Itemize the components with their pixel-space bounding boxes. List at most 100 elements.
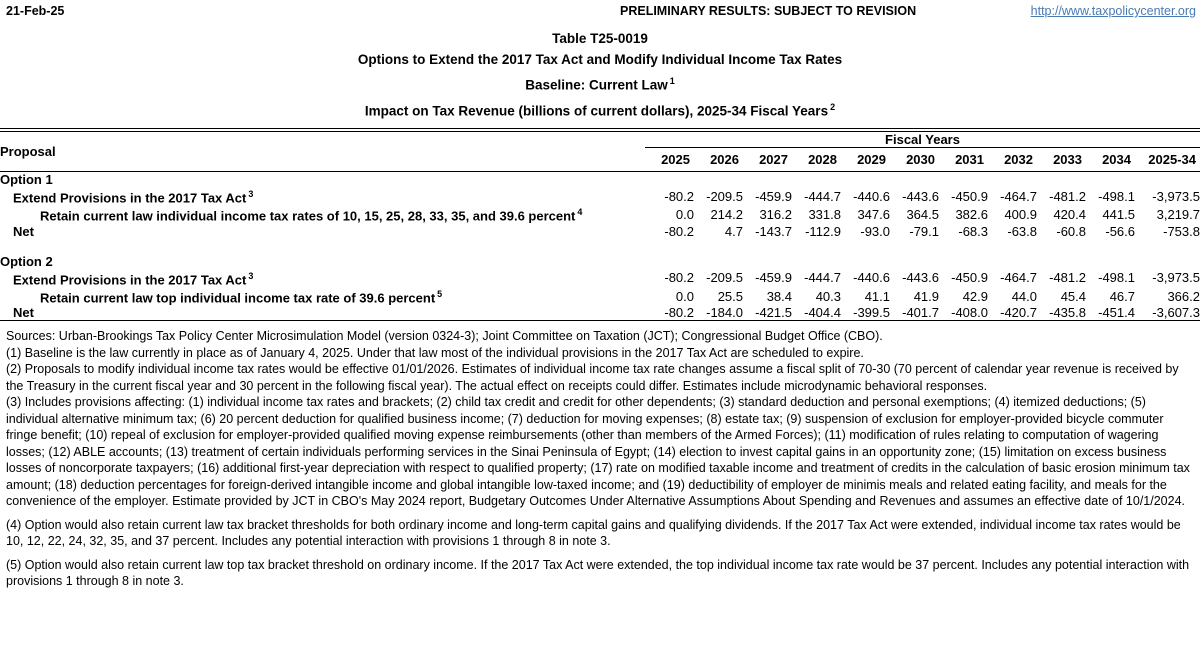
footnote: (2) Proposals to modify individual incom… — [6, 362, 1179, 393]
footnote-ref-2: 2 — [830, 101, 836, 112]
value-cell: -450.9 — [951, 188, 988, 204]
spacer-row — [0, 239, 1200, 254]
preliminary-status-label: PRELIMINARY RESULTS: SUBJECT TO REVISION — [620, 4, 917, 18]
value-cell: 45.4 — [1060, 288, 1086, 304]
year-column-header: 2029 — [841, 147, 890, 172]
proposal-row-label: Net — [13, 223, 34, 239]
footnote-ref-4: 4 — [577, 207, 583, 218]
value-cell: -420.7 — [1000, 305, 1037, 321]
value-cell: -435.8 — [1049, 305, 1086, 321]
year-column-header: 2028 — [792, 147, 841, 172]
value-cell: 3,219.7 — [1156, 206, 1200, 222]
table-row: Extend Provisions in the 2017 Tax Act 3 -8… — [0, 269, 1200, 287]
proposal-row-label: Retain current law individual income tax… — [40, 207, 583, 224]
tpc-link[interactable]: http://www.taxpolicycenter.org — [1030, 4, 1196, 18]
value-cell: -444.7 — [804, 270, 841, 286]
table-impact-title: Impact on Tax Revenue (billions of curre… — [364, 101, 836, 118]
section-title: Option 2 — [0, 253, 53, 269]
value-cell: -498.1 — [1098, 188, 1135, 204]
value-cell: -3,973.5 — [1152, 188, 1200, 204]
footnote-ref-1: 1 — [669, 76, 675, 86]
value-cell: -3,973.5 — [1152, 270, 1200, 286]
footnote: (3) Includes provisions affecting: (1) i… — [6, 395, 1190, 509]
value-cell: -440.6 — [853, 270, 890, 286]
value-cell: -209.5 — [706, 188, 743, 204]
footnote: (4) Option would also retain current law… — [6, 517, 1181, 549]
value-cell: -143.7 — [755, 223, 792, 239]
value-cell: -450.9 — [951, 270, 988, 286]
value-cell: -481.2 — [1049, 188, 1086, 204]
value-cell: -451.4 — [1098, 305, 1135, 321]
value-cell: 40.3 — [815, 288, 841, 304]
value-cell: 44.0 — [1011, 288, 1037, 304]
value-cell: 46.7 — [1109, 288, 1135, 304]
value-cell: 316.2 — [759, 206, 792, 222]
table-main-title: Options to Extend the 2017 Tax Act and M… — [357, 52, 843, 67]
value-cell: 331.8 — [808, 206, 841, 222]
footnote: (1) Baseline is the law currently in pla… — [6, 345, 864, 360]
year-column-header: 2033 — [1037, 147, 1086, 172]
value-cell: -399.5 — [853, 305, 890, 321]
table-row: Net -80.2 4.7 -143.7 -112.9 -93.0 -79.1 -68.3 -6… — [0, 224, 1200, 239]
table-row: Retain current law top individual income… — [0, 287, 1200, 306]
value-cell: -753.8 — [1163, 223, 1200, 239]
value-cell: 347.6 — [857, 206, 890, 222]
value-cell: -404.4 — [804, 305, 841, 321]
value-cell: -60.8 — [1056, 223, 1086, 239]
value-cell: -80.2 — [664, 188, 694, 204]
page-header: 21-Feb-25 PRELIMINARY RESULTS: SUBJECT T… — [0, 0, 1200, 20]
group-header-row: Proposal Fiscal Years — [0, 130, 1200, 172]
value-cell: 42.9 — [962, 288, 988, 304]
year-column-header: 2027 — [743, 147, 792, 172]
value-cell: -80.2 — [664, 223, 694, 239]
value-cell: 366.2 — [1167, 288, 1200, 304]
value-cell: 41.9 — [913, 288, 939, 304]
proposal-row-label: Retain current law top individual income… — [40, 288, 443, 306]
value-cell: -401.7 — [902, 305, 939, 321]
value-cell: -440.6 — [853, 188, 890, 204]
value-cell: -444.7 — [804, 188, 841, 204]
year-column-header: 2034 — [1086, 147, 1135, 172]
value-cell: -209.5 — [706, 270, 743, 286]
value-cell: 420.4 — [1053, 206, 1086, 222]
revenue-impact-table: Proposal Fiscal Years 2025 2026 2027 2028 20… — [0, 128, 1200, 322]
table-baseline-title: Baseline: Current Law 1 — [525, 76, 675, 93]
value-cell: -443.6 — [902, 188, 939, 204]
value-cell: -184.0 — [706, 305, 743, 321]
year-header-row: 2025 2026 2027 2028 2029 2030 2031 2032 2033 2034… — [0, 147, 1200, 172]
table-row: Net -80.2 -184.0 -421.5 -404.4 -399.5 -401.7 -4… — [0, 305, 1200, 321]
footnote: (5) Option would also retain current law… — [6, 557, 1190, 589]
year-column-header: 2026 — [694, 147, 743, 172]
value-cell: -459.9 — [755, 188, 792, 204]
footnotes-section: Sources: Urban-Brookings Tax Policy Cent… — [0, 321, 1200, 590]
year-column-header: 2031 — [939, 147, 988, 172]
footnote: Sources: Urban-Brookings Tax Policy Cent… — [6, 329, 883, 344]
report-date: 21-Feb-25 — [6, 4, 65, 18]
year-column-header: 2025-34 — [1135, 147, 1200, 172]
proposal-column-header: Proposal — [0, 130, 645, 172]
section-title-row: Option 1 — [0, 172, 1200, 187]
table-number-title: Table T25-0019 — [552, 31, 648, 46]
value-cell: -464.7 — [1000, 188, 1037, 204]
value-cell: -68.3 — [958, 223, 988, 239]
table-row: Retain current law individual income tax… — [0, 205, 1200, 224]
value-cell: 41.1 — [864, 288, 890, 304]
value-cell: -56.6 — [1105, 223, 1135, 239]
value-cell: -93.0 — [860, 223, 890, 239]
proposal-row-label: Net — [13, 305, 34, 321]
value-cell: -79.1 — [909, 223, 939, 239]
value-cell: -459.9 — [755, 270, 792, 286]
value-cell: -112.9 — [805, 223, 841, 239]
value-cell: 0.0 — [675, 288, 694, 304]
year-column-header: 2025 — [645, 147, 694, 172]
title-block: Table T25-0019 Options to Extend the 201… — [0, 32, 1200, 118]
value-cell: 38.4 — [766, 288, 792, 304]
value-cell: -80.2 — [664, 270, 694, 286]
value-cell: -408.0 — [951, 305, 988, 321]
value-cell: 214.2 — [710, 206, 743, 222]
value-cell: -3,607.3 — [1152, 305, 1200, 321]
value-cell: -464.7 — [1000, 270, 1037, 286]
value-cell: 0.0 — [675, 206, 694, 222]
value-cell: 364.5 — [906, 206, 939, 222]
value-cell: -481.2 — [1049, 270, 1086, 286]
